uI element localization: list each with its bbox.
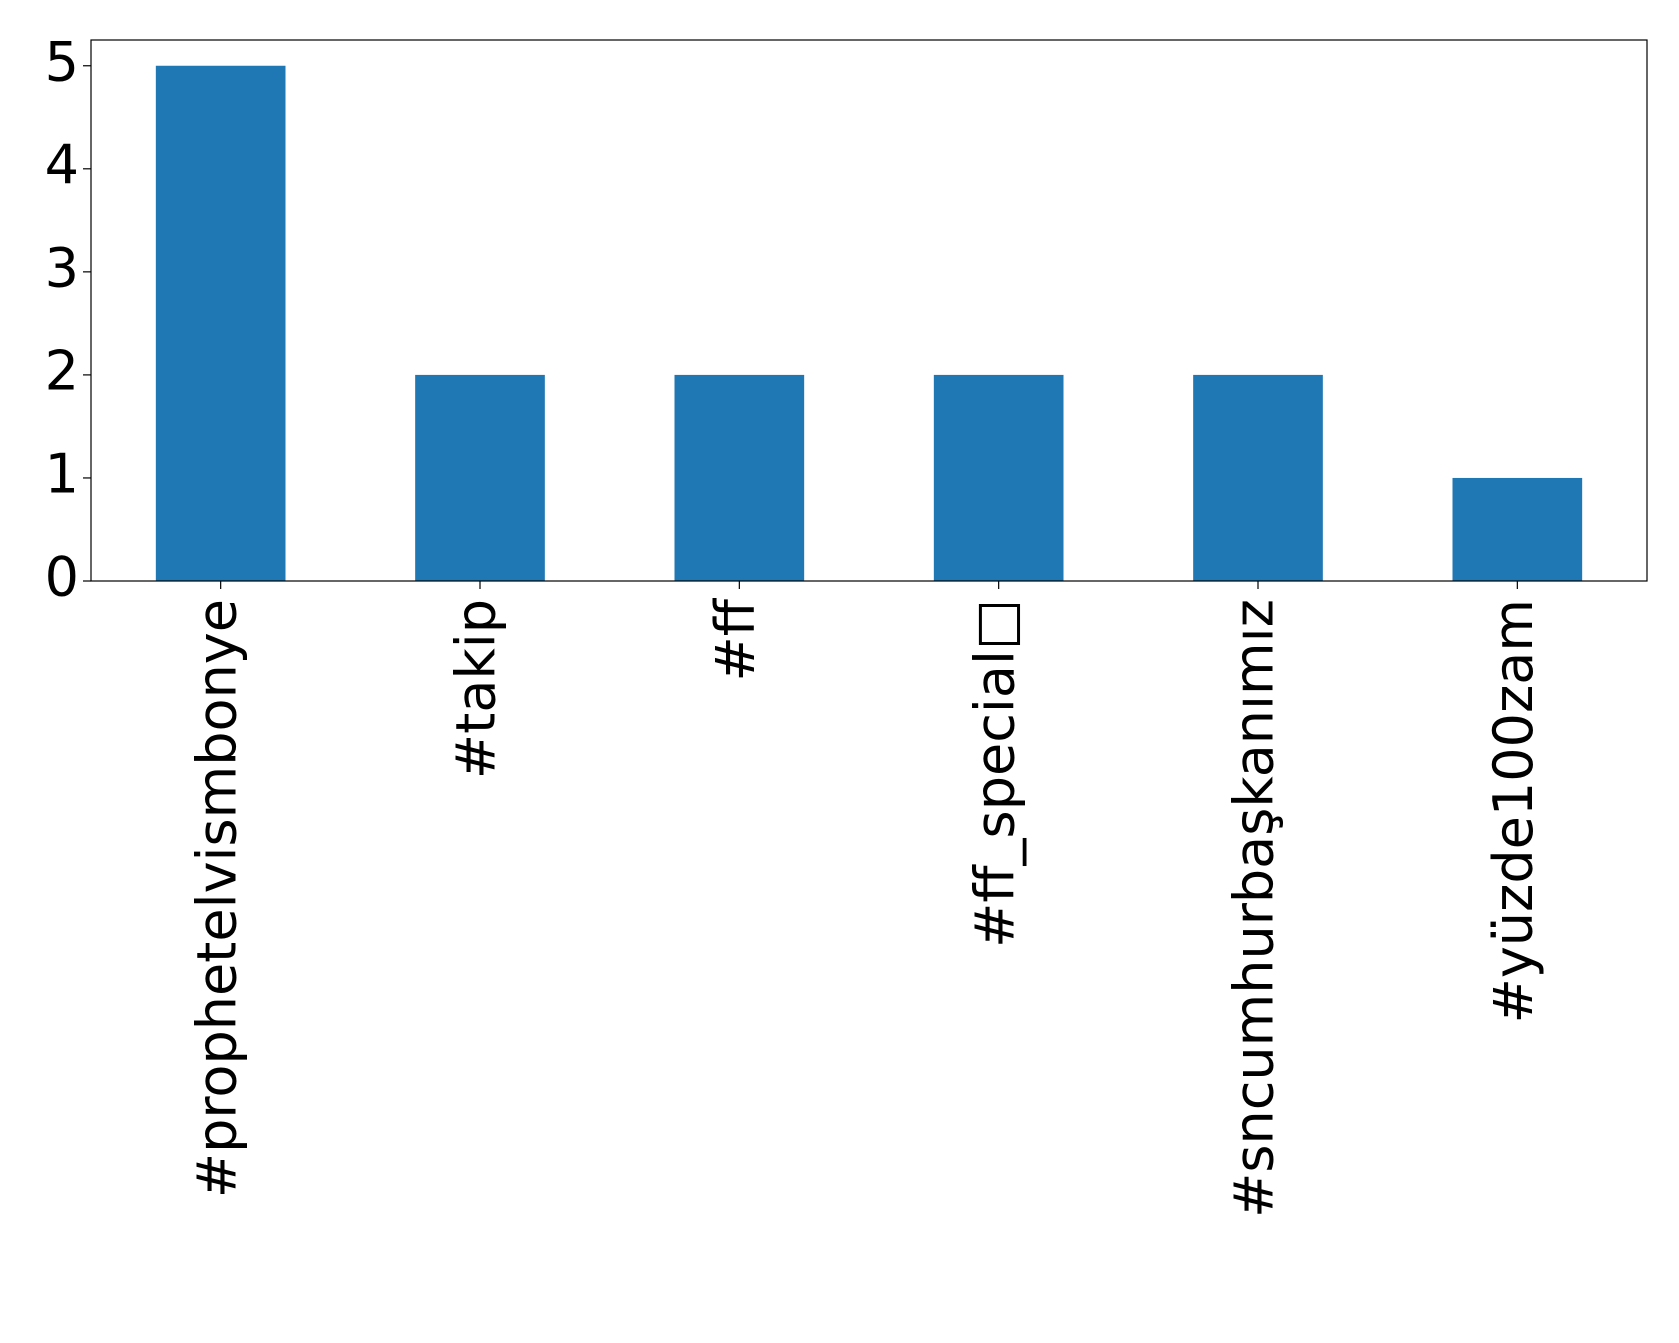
bar xyxy=(1193,374,1323,581)
x-tick-label: #prophetelvismbonye xyxy=(185,599,248,1198)
bar xyxy=(933,374,1064,581)
bar xyxy=(1452,477,1583,581)
y-tick-label: 1 xyxy=(45,443,79,506)
y-tick-label: 5 xyxy=(45,30,79,93)
plot-frame xyxy=(90,39,1648,582)
y-tick-label: 2 xyxy=(45,340,79,403)
bar xyxy=(674,374,805,581)
x-tick-label: #takip xyxy=(445,599,508,779)
x-tick-label: #yüzde100zam xyxy=(1482,599,1545,1023)
bar xyxy=(155,65,286,581)
x-tick-label: #ff xyxy=(704,597,767,681)
y-tick-label: 0 xyxy=(45,546,79,609)
y-tick-label: 3 xyxy=(45,236,79,299)
bar xyxy=(415,374,545,581)
y-tick-label: 4 xyxy=(45,133,79,196)
x-tick-label: #ff_special□ xyxy=(963,599,1026,948)
x-tick-label: #sncumhurbaşkanımız xyxy=(1223,599,1286,1218)
